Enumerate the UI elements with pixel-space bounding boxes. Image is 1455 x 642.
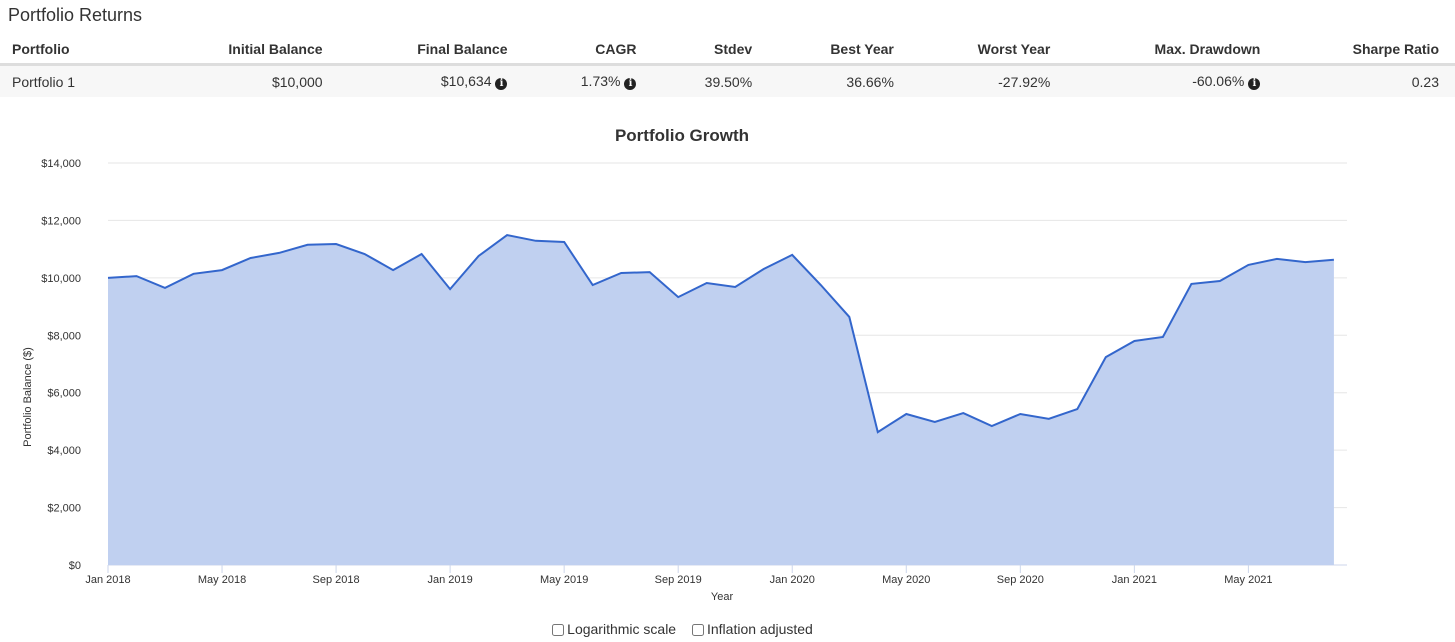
returns-table: Portfolio Initial Balance Final Balance … bbox=[0, 36, 1455, 97]
cell-final-balance-wrap: $10,634 i bbox=[338, 64, 524, 97]
col-best-year: Best Year bbox=[768, 36, 910, 66]
log-scale-checkbox[interactable] bbox=[552, 624, 565, 636]
inflation-label: Inflation adjusted bbox=[706, 621, 813, 637]
cell-max-drawdown: -60.06% bbox=[1192, 73, 1245, 89]
y-tick-label: $0 bbox=[69, 560, 81, 572]
cell-stdev: 39.50% bbox=[652, 64, 769, 97]
x-tick-label: Sep 2018 bbox=[313, 574, 360, 586]
x-tick-label: Sep 2020 bbox=[997, 574, 1044, 586]
chart-title: Portfolio Growth bbox=[615, 126, 749, 145]
y-tick-label: $12,000 bbox=[41, 215, 81, 227]
x-tick-label: May 2019 bbox=[540, 574, 588, 586]
chart-options: Logarithmic scale Inflation adjusted bbox=[0, 621, 1365, 637]
cell-final-balance: $10,634 bbox=[440, 73, 492, 89]
log-scale-label: Logarithmic scale bbox=[567, 621, 677, 637]
info-icon[interactable]: i bbox=[624, 78, 637, 90]
y-tick-label: $4,000 bbox=[47, 445, 81, 457]
cell-portfolio: Portfolio 1 bbox=[0, 64, 148, 97]
series-area bbox=[108, 235, 1334, 565]
y-axis-label: Portfolio Balance ($) bbox=[22, 347, 34, 447]
col-worst-year: Worst Year bbox=[909, 36, 1067, 66]
y-tick-label: $2,000 bbox=[47, 503, 81, 515]
col-sharpe: Sharpe Ratio bbox=[1276, 36, 1455, 66]
cell-cagr: 1.73% bbox=[580, 73, 621, 89]
cell-best-year: 36.66% bbox=[768, 64, 910, 97]
x-tick-label: Jan 2020 bbox=[770, 574, 815, 586]
y-tick-label: $8,000 bbox=[47, 330, 81, 342]
x-tick-label: Sep 2019 bbox=[655, 574, 702, 586]
x-tick-label: Jan 2019 bbox=[427, 574, 472, 586]
y-tick-label: $6,000 bbox=[47, 388, 81, 400]
col-portfolio: Portfolio bbox=[0, 36, 148, 66]
info-icon[interactable]: i bbox=[1248, 78, 1261, 90]
inflation-checkbox[interactable] bbox=[691, 624, 704, 636]
table-row: Portfolio 1 $10,000 $10,634 i 1.73% i 39.5… bbox=[0, 64, 1455, 97]
x-tick-label: May 2020 bbox=[882, 574, 930, 586]
x-tick-label: May 2021 bbox=[1224, 574, 1272, 586]
cell-worst-year: -27.92% bbox=[909, 64, 1067, 97]
inflation-option[interactable]: Inflation adjusted bbox=[691, 621, 813, 637]
col-initial-balance: Initial Balance bbox=[147, 36, 339, 66]
x-axis-label: Year bbox=[711, 591, 734, 603]
col-max-drawdown: Max. Drawdown bbox=[1066, 36, 1277, 66]
x-tick-label: Jan 2021 bbox=[1112, 574, 1157, 586]
y-tick-label: $10,000 bbox=[41, 273, 81, 285]
cell-initial-balance: $10,000 bbox=[147, 64, 339, 97]
portfolio-growth-chart: Portfolio Growth Portfolio Balance ($) Y… bbox=[22, 126, 1347, 603]
x-tick-label: Jan 2018 bbox=[85, 574, 130, 586]
cell-max-drawdown-wrap: -60.06% i bbox=[1066, 64, 1277, 97]
log-scale-option[interactable]: Logarithmic scale bbox=[552, 621, 676, 637]
cell-sharpe: 0.23 bbox=[1276, 64, 1455, 97]
info-icon[interactable]: i bbox=[495, 78, 508, 90]
cell-cagr-wrap: 1.73% i bbox=[523, 64, 653, 97]
col-cagr: CAGR bbox=[523, 36, 653, 66]
x-tick-label: May 2018 bbox=[198, 574, 246, 586]
series-line bbox=[107, 234, 1334, 434]
col-stdev: Stdev bbox=[652, 36, 769, 66]
page-title: Portfolio Returns bbox=[8, 5, 143, 25]
y-tick-label: $14,000 bbox=[41, 158, 81, 170]
col-final-balance: Final Balance bbox=[338, 36, 524, 66]
